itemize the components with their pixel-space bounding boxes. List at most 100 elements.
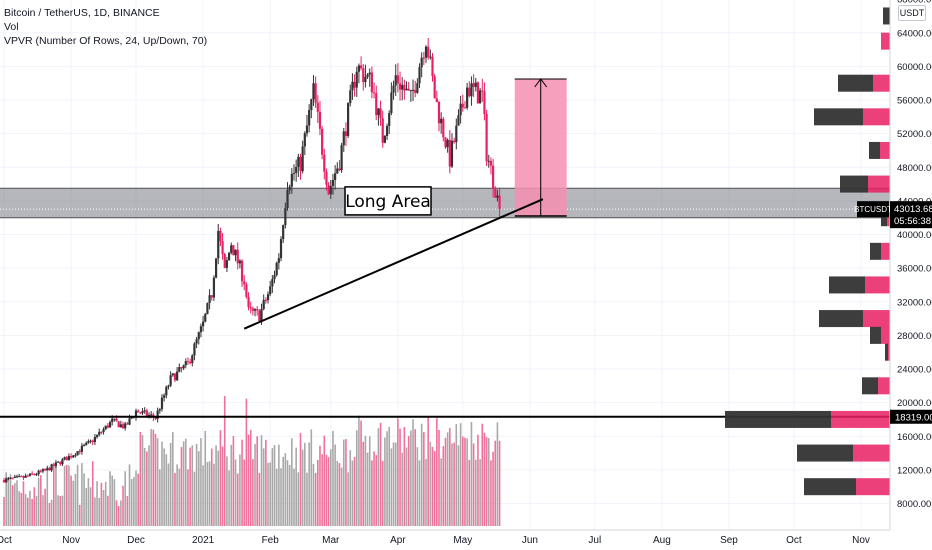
volume-bar xyxy=(498,440,501,526)
vpvr-down-bar xyxy=(881,326,890,344)
volume-bar xyxy=(16,480,18,526)
candle-body xyxy=(69,456,73,458)
volume-bar xyxy=(485,437,488,526)
volume-bar xyxy=(312,464,315,526)
candle-body xyxy=(383,135,386,143)
volume-bar xyxy=(464,437,466,526)
candle-body xyxy=(212,277,216,298)
candle-body xyxy=(184,361,187,366)
candle-body xyxy=(121,424,125,429)
volume-bar xyxy=(481,423,484,526)
candle-body xyxy=(106,425,109,428)
legend: Bitcoin / TetherUS, 1D, BINANCE Vol VPVR… xyxy=(4,6,207,48)
vpvr-up-bar xyxy=(870,326,881,344)
volume-bar xyxy=(5,472,7,526)
volume-bar xyxy=(152,429,155,526)
volume-bar xyxy=(159,469,161,526)
long-area-band[interactable] xyxy=(0,187,890,219)
volume-bar xyxy=(146,451,148,526)
volume-bar xyxy=(83,473,85,526)
volume-bar xyxy=(399,428,401,526)
symbol-tag-bg xyxy=(857,201,889,218)
candle-body xyxy=(351,81,354,91)
volume-bar xyxy=(176,464,178,526)
legend-vpvr[interactable]: VPVR (Number Of Rows, 24, Up/Down, 70) xyxy=(4,35,208,47)
volume-bar xyxy=(327,457,330,526)
candle-body xyxy=(35,474,38,476)
volume-bar xyxy=(195,443,198,526)
volume-bar xyxy=(91,461,94,526)
candle-body xyxy=(28,473,32,476)
volume-bar xyxy=(163,448,165,526)
volume-bar xyxy=(295,447,297,526)
volume-bar xyxy=(249,429,252,526)
candle-body xyxy=(199,326,203,333)
price-tick-label: 36000.00 xyxy=(897,264,932,275)
candle-body xyxy=(476,82,480,104)
candle-body xyxy=(372,92,376,94)
volume-bar xyxy=(154,433,157,526)
vpvr-up-bar xyxy=(883,7,890,25)
volume-bar xyxy=(50,499,53,526)
volume-bar xyxy=(336,460,339,526)
candle-body xyxy=(392,85,395,93)
legend-symbol[interactable]: Bitcoin / TetherUS, 1D, BINANCE xyxy=(4,7,160,19)
candle-body xyxy=(381,118,384,143)
volume-bar xyxy=(11,485,14,526)
candle-body xyxy=(314,83,317,103)
candle-body xyxy=(418,67,421,84)
volume-bar xyxy=(29,490,31,526)
candle-body xyxy=(403,84,406,91)
candle-body xyxy=(437,101,441,124)
price-axis[interactable]: 8000.00 12000.00 16000.00 20000.00 24000.00 2… xyxy=(889,0,932,530)
volume-bar xyxy=(308,442,310,526)
vpvr-up-bar xyxy=(885,343,888,361)
volume-bar xyxy=(256,436,259,526)
volume-bar xyxy=(241,439,243,526)
volume-bar xyxy=(297,472,300,526)
volume-bar xyxy=(217,450,220,526)
candle-body xyxy=(323,154,326,172)
candle-body xyxy=(2,479,6,483)
volume-bar xyxy=(355,430,358,526)
candle-body xyxy=(470,83,473,97)
candle-body xyxy=(113,418,116,420)
volume-bar xyxy=(57,495,59,526)
candle-body xyxy=(225,260,229,268)
volume-bar xyxy=(293,468,295,526)
vpvr-down-bar xyxy=(865,276,890,294)
volume-bar xyxy=(394,442,397,526)
candle-body xyxy=(234,249,237,256)
vpvr-down-bar xyxy=(881,242,890,260)
candle-body xyxy=(435,98,438,102)
time-axis[interactable]: Oct Nov Dec 2021 Feb Mar Apr May Jun Jul Aug Sep Oct… xyxy=(0,529,890,546)
volume-bar xyxy=(169,442,172,526)
volume-bar xyxy=(76,464,79,526)
legend-volume[interactable]: Vol xyxy=(4,21,19,33)
candle-body xyxy=(433,76,436,99)
candle-body xyxy=(494,188,497,198)
volume-bar xyxy=(461,436,464,526)
volume-bar xyxy=(167,463,170,526)
candle-body xyxy=(18,476,21,478)
volume-bar xyxy=(433,450,436,526)
candle-body xyxy=(9,477,12,479)
candle-body xyxy=(364,76,367,83)
candle-body xyxy=(11,477,14,479)
volume-bar xyxy=(72,480,75,526)
time-tick-label: Sep xyxy=(720,535,738,546)
drawings[interactable]: Long Area xyxy=(0,186,890,418)
target-box[interactable] xyxy=(514,78,567,217)
candle-body xyxy=(65,457,68,461)
currency-badge[interactable]: USDT xyxy=(898,5,926,21)
volume-bar xyxy=(345,439,347,526)
candle-body xyxy=(273,275,276,280)
vpvr-down-bar xyxy=(878,377,890,395)
volume-bar xyxy=(126,496,129,526)
volume-bar xyxy=(133,477,135,526)
candle-body xyxy=(414,89,417,93)
candle-body xyxy=(409,89,412,91)
volume-bar xyxy=(418,460,421,526)
